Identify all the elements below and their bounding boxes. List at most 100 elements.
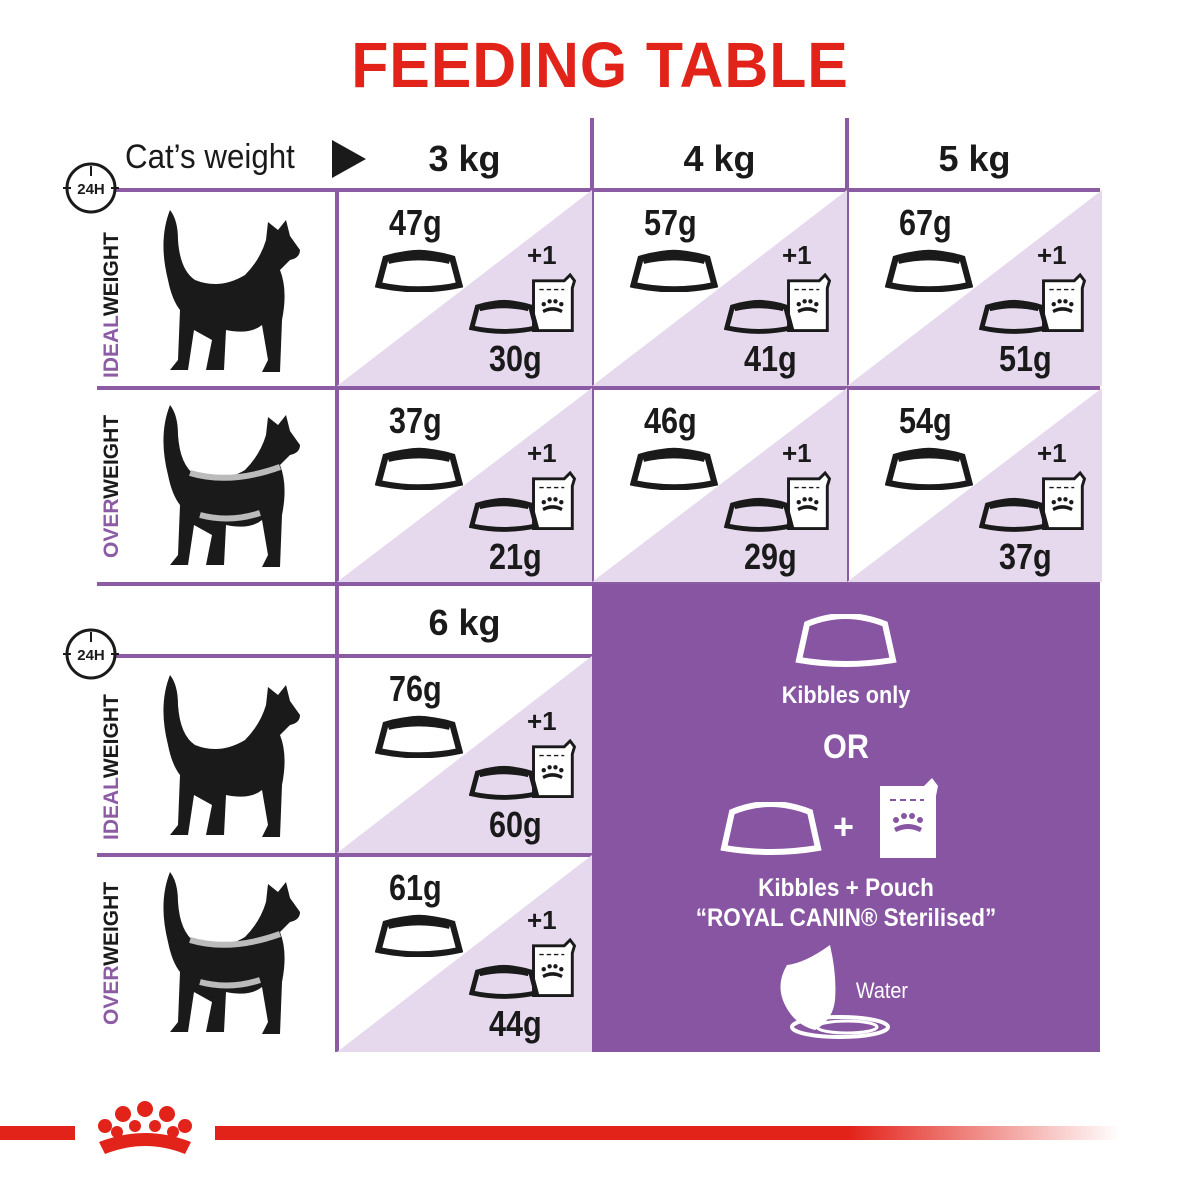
row-label-accent: OVER <box>100 498 123 558</box>
feeding-cell: 76g +1 60g <box>337 656 592 853</box>
pouch-zone-background <box>847 190 1102 386</box>
pouch-zone-background <box>592 388 847 582</box>
kibbles-only-amount: 67g <box>899 202 952 243</box>
pouch-icon <box>532 738 577 803</box>
royal-canin-crown-logo <box>98 1101 192 1154</box>
divider <box>590 118 594 192</box>
divider <box>97 188 1100 192</box>
svg-text:24H: 24H <box>77 647 105 664</box>
24h-clock-icon: 24H <box>63 160 119 221</box>
or-label: OR <box>823 728 869 766</box>
kibble-bowl-icon <box>468 298 540 339</box>
pouch-icon <box>532 937 577 1002</box>
kibble-bowl-icon <box>468 764 540 805</box>
kibbles-only-amount: 47g <box>389 202 442 243</box>
overweight-cat-icon <box>163 405 300 567</box>
divider <box>845 188 849 584</box>
divider <box>97 853 592 857</box>
arrow-right-icon <box>332 140 366 178</box>
kibble-bowl-icon <box>884 446 974 495</box>
overweight-cat-icon <box>163 872 300 1034</box>
kibble-bowl-icon <box>720 802 822 855</box>
kibble-bowl-icon <box>629 248 719 297</box>
kibbles-with-pouch-amount: 41g <box>744 338 797 379</box>
kibbles-only-amount: 46g <box>644 400 697 441</box>
weight-header: 6 kg <box>428 602 501 643</box>
feeding-cell: 54g +1 37g <box>847 388 1102 582</box>
pouch-count: +1 <box>527 240 557 270</box>
kibble-bowl-icon <box>374 446 464 495</box>
kibble-bowl-icon <box>723 298 795 339</box>
pouch-zone-background <box>337 656 592 853</box>
kibble-bowl-icon <box>374 248 464 297</box>
pouch-icon <box>1042 272 1087 337</box>
kibbles-with-pouch-amount: 51g <box>999 338 1052 379</box>
row-label-rest: WEIGHT <box>100 881 123 966</box>
kibbles-only-amount: 37g <box>389 400 442 441</box>
divider <box>97 386 1100 390</box>
24h-clock-icon: 24H <box>63 626 119 687</box>
ideal-weight-cat-icon <box>163 675 300 837</box>
feeding-cell: 57g +1 41g <box>592 190 847 386</box>
kibbles-only-amount: 57g <box>644 202 697 243</box>
pouch-count: +1 <box>1037 438 1067 468</box>
row-label-accent: IDEAL <box>100 316 123 378</box>
divider <box>97 654 592 658</box>
page-title: FEEDING TABLE <box>351 29 849 101</box>
pouch-icon <box>787 470 832 535</box>
cats-weight-label: Cat’s weight <box>125 138 295 176</box>
pouch-count: +1 <box>782 240 812 270</box>
feeding-cell: 67g +1 51g <box>847 190 1102 386</box>
row-label-rest: WEIGHT <box>100 694 123 779</box>
feeding-cell: 61g +1 44g <box>337 855 592 1052</box>
footer-line <box>215 1126 1120 1140</box>
footer-line <box>0 1126 75 1140</box>
kibbles-only-amount: 61g <box>389 867 442 908</box>
pouch-count: +1 <box>1037 240 1067 270</box>
row-label-overweight: OVERWEIGHT <box>100 882 124 1025</box>
kibbles-only-amount: 54g <box>899 400 952 441</box>
pouch-zone-background <box>337 855 592 1052</box>
pouch-count: +1 <box>527 706 557 736</box>
water-icon <box>780 945 890 1039</box>
kibble-bowl-icon <box>884 248 974 297</box>
pouch-icon <box>532 470 577 535</box>
kibble-bowl-icon <box>374 913 464 962</box>
feeding-cell: 37g +1 21g <box>337 388 592 582</box>
pouch-icon <box>787 272 832 337</box>
svg-text:24H: 24H <box>77 181 105 198</box>
kibble-bowl-icon <box>629 446 719 495</box>
pouch-count: +1 <box>782 438 812 468</box>
pouch-icon <box>1042 470 1087 535</box>
kibble-bowl-icon <box>468 963 540 1004</box>
pouch-zone-background <box>337 388 592 582</box>
kibbles-pouch-label: Kibbles + Pouch <box>758 874 934 902</box>
kibble-bowl-icon <box>978 496 1050 537</box>
feeding-cell: 46g +1 29g <box>592 388 847 582</box>
pouch-count: +1 <box>527 438 557 468</box>
pouch-zone-background <box>337 190 592 386</box>
kibble-bowl-icon <box>723 496 795 537</box>
feeding-cell: 47g +1 30g <box>337 190 592 386</box>
pouch-zone-background <box>847 388 1102 582</box>
kibbles-with-pouch-amount: 29g <box>744 536 797 577</box>
row-label-rest: WEIGHT <box>100 232 123 317</box>
kibbles-with-pouch-amount: 30g <box>489 338 542 379</box>
pouch-icon <box>880 778 938 858</box>
water-label: Water <box>855 978 908 1003</box>
row-label-overweight: OVERWEIGHT <box>100 415 124 558</box>
pouch-zone-background <box>592 190 847 386</box>
kibbles-with-pouch-amount: 21g <box>489 536 542 577</box>
divider <box>335 188 339 1052</box>
row-label-ideal-weight: IDEALWEIGHT <box>100 232 124 378</box>
row-label-rest: WEIGHT <box>100 414 123 499</box>
divider <box>590 188 594 584</box>
row-label-ideal-weight: IDEALWEIGHT <box>100 694 124 840</box>
pouch-count: +1 <box>527 905 557 935</box>
kibbles-only-label: Kibbles only <box>781 682 911 709</box>
kibble-bowl-icon <box>374 714 464 763</box>
plus-sign: + <box>833 806 855 847</box>
row-label-accent: IDEAL <box>100 778 123 840</box>
pouch-icon <box>532 272 577 337</box>
kibbles-only-amount: 76g <box>389 668 442 709</box>
